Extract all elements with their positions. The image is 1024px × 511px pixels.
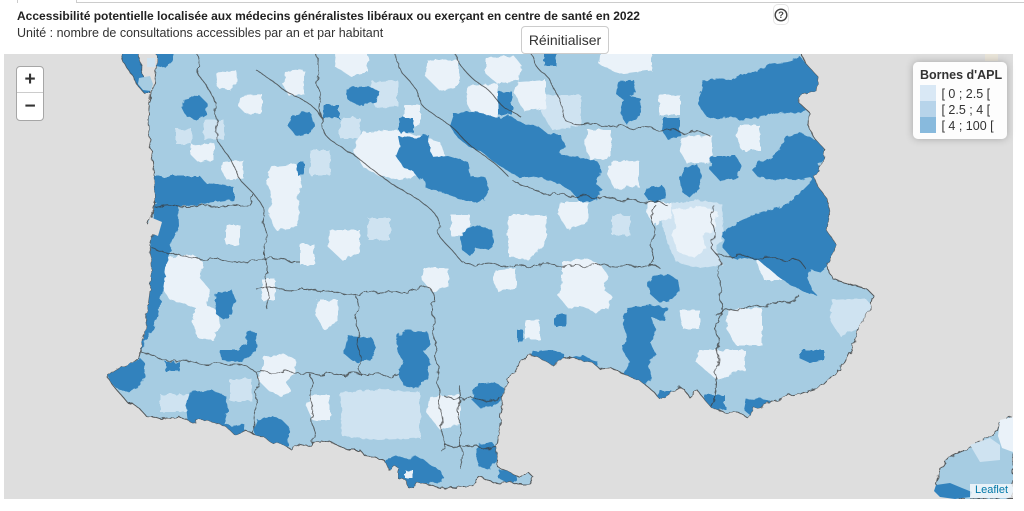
svg-text:?: ? (778, 10, 784, 21)
